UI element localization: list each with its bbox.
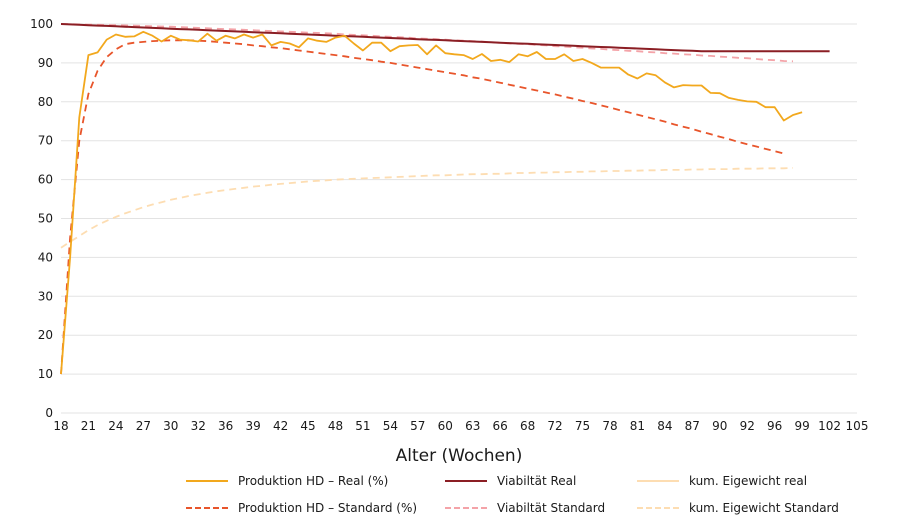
x-tick-label: 27	[136, 419, 151, 433]
x-tick-label: 57	[410, 419, 425, 433]
legend-swatch	[445, 480, 487, 482]
legend-label: kum. Eigewicht Standard	[689, 501, 839, 515]
legend-label: Produktion HD – Real (%)	[238, 474, 389, 488]
y-tick-label: 100	[30, 17, 53, 31]
y-tick-label: 20	[38, 328, 53, 342]
x-tick-label: 78	[602, 419, 617, 433]
x-axis-title: Alter (Wochen)	[396, 446, 523, 466]
series-lines	[60, 23, 830, 375]
x-tick-label: 21	[81, 419, 96, 433]
x-tick-label: 102	[818, 419, 841, 433]
y-tick-label: 90	[38, 56, 53, 70]
x-tick-label: 105	[846, 419, 869, 433]
legend: Produktion HD – Real (%) Produktion HD – …	[0, 468, 904, 528]
x-tick-label: 18	[53, 419, 68, 433]
series-line-2	[60, 23, 830, 53]
x-tick-label: 36	[218, 419, 233, 433]
x-tick-label: 51	[355, 419, 370, 433]
series-line-5	[60, 167, 794, 249]
y-tick-label: 0	[45, 406, 53, 420]
legend-item: Produktion HD – Standard (%)	[186, 501, 417, 515]
x-tick-label: 90	[712, 419, 727, 433]
x-tick-label: 24	[108, 419, 123, 433]
x-tick-label: 68	[520, 419, 535, 433]
x-tick-label: 75	[575, 419, 590, 433]
x-tick-label: 87	[685, 419, 700, 433]
x-tick-label: 66	[493, 419, 508, 433]
x-axis-ticks: 18 21 24 27 30 32 36 39 42 45 48 51 54 57 60 63 66 68 72 75…	[53, 419, 868, 433]
y-tick-label: 60	[38, 173, 53, 187]
legend-item: Viabiltät Standard	[445, 501, 605, 515]
x-tick-label: 45	[300, 419, 315, 433]
y-tick-label: 70	[38, 134, 53, 148]
legend-swatch	[637, 480, 679, 482]
legend-label: Viabiltät Standard	[497, 501, 606, 515]
x-tick-label: 96	[767, 419, 782, 433]
gridlines	[61, 23, 857, 414]
y-axis-ticks: 0 10 20 30 40 50 60 70 80 90 100	[30, 17, 53, 420]
y-tick-label: 10	[38, 367, 53, 381]
x-tick-label: 72	[547, 419, 562, 433]
legend-swatch	[445, 507, 487, 509]
y-tick-label: 50	[38, 212, 53, 226]
x-tick-label: 48	[328, 419, 343, 433]
legend-item: kum. Eigewicht Standard	[637, 501, 839, 515]
legend-label: kum. Eigewicht real	[689, 474, 808, 488]
x-tick-label: 30	[163, 419, 178, 433]
x-tick-label: 63	[465, 419, 480, 433]
x-tick-label: 32	[191, 419, 206, 433]
x-tick-label: 84	[657, 419, 672, 433]
x-tick-label: 92	[740, 419, 755, 433]
legend-item: kum. Eigewicht real	[637, 474, 807, 488]
legend-swatch	[186, 480, 228, 482]
y-tick-label: 30	[38, 289, 53, 303]
legend-swatch	[637, 507, 679, 509]
x-tick-label: 39	[245, 419, 260, 433]
x-tick-label: 54	[383, 419, 398, 433]
x-tick-label: 81	[630, 419, 645, 433]
line-chart: 0 10 20 30 40 50 60 70 80 90 100 18 21 24 27 30 32 36 39 4…	[30, 17, 868, 466]
legend-item: Produktion HD – Real (%)	[186, 474, 388, 488]
x-tick-label: 42	[273, 419, 288, 433]
legend-item: Viabiltät Real	[445, 474, 576, 488]
x-tick-label: 99	[794, 419, 809, 433]
legend-swatch	[186, 507, 228, 509]
legend-label: Viabiltät Real	[497, 474, 577, 488]
series-line-0	[60, 30, 803, 375]
y-tick-label: 40	[38, 250, 53, 264]
x-tick-label: 60	[438, 419, 453, 433]
y-tick-label: 80	[38, 95, 53, 109]
legend-label: Produktion HD – Standard (%)	[238, 501, 418, 515]
series-line-1	[60, 39, 785, 375]
